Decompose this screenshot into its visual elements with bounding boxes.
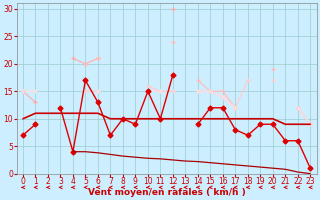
X-axis label: Vent moyen/en rafales ( km/h ): Vent moyen/en rafales ( km/h ) <box>88 188 245 197</box>
